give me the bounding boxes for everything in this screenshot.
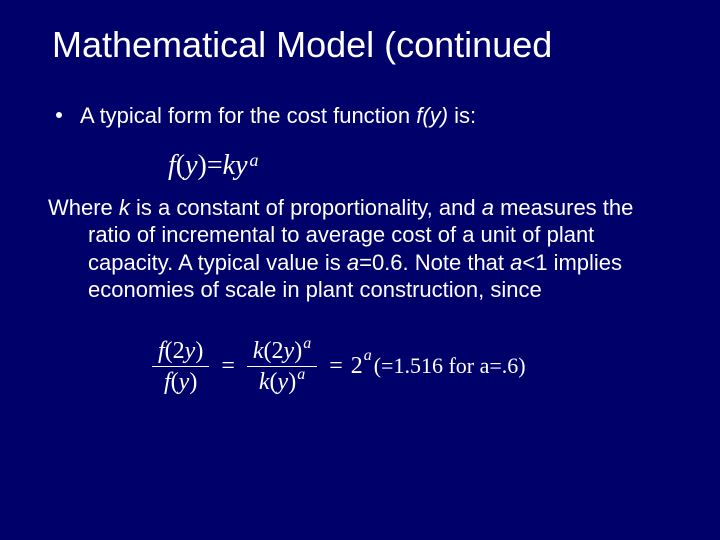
bullet-dot-icon [56, 112, 62, 118]
body-p2: is a constant of proportionality, and [130, 195, 482, 220]
eq2-f2n-close: ) [294, 338, 302, 364]
eq2-f1d-y: y [179, 369, 190, 395]
eq2-two-exp: a [364, 347, 372, 365]
eq2-f2d-y: y [278, 369, 289, 395]
eq2-f1n-close: ) [195, 338, 203, 364]
equation-2: f(2y) f(y) = k(2y)a k(y)a = 2a (=1.516 f… [148, 336, 680, 398]
bullet1-prefix: A typical form for the cost function [80, 103, 416, 128]
body-a2: a [347, 250, 359, 275]
eq1-eq: = [207, 150, 223, 182]
eq2-frac1-den: f(y) [158, 367, 203, 397]
eq2-tail-val: 1.516 [393, 353, 443, 378]
eq2-f2n-exp: a [303, 335, 311, 352]
eq2-f2d-k: k [259, 369, 270, 395]
bullet-item-1: A typical form for the cost function f(y… [48, 102, 680, 130]
eq2-f1d-f: f [164, 369, 171, 395]
eq2-f2n-open: (2 [264, 338, 284, 364]
body-p1: Where [48, 195, 119, 220]
eq1-f: f [168, 150, 176, 182]
eq1-y2: y [235, 150, 247, 182]
eq2-f2d-open: ( [270, 369, 278, 395]
eq2-f2n-k: k [253, 338, 264, 364]
body-paragraph: Where k is a constant of proportionality… [48, 194, 680, 304]
eq2-f1n-y: y [185, 338, 196, 364]
slide-title: Mathematical Model (continued [52, 24, 680, 66]
bullet-text-1: A typical form for the cost function f(y… [80, 102, 476, 130]
eq2-f1n-f: f [158, 338, 165, 364]
body-p4: =0.6. Note that [359, 250, 510, 275]
body-k: k [119, 195, 130, 220]
eq2-frac1: f(2y) f(y) [152, 336, 209, 398]
eq2-tail-eq: =.6) [489, 353, 525, 378]
eq2-f2d-close: ) [288, 369, 296, 395]
eq2-tail-for: for a [443, 353, 489, 378]
eq2-f1d-arg: ( [171, 369, 179, 395]
eq2-frac2-num: k(2y)a [247, 336, 317, 366]
eq1-k: k [223, 150, 235, 182]
eq2-f1n-arg: (2 [165, 338, 185, 364]
eq2-frac1-num: f(2y) [152, 336, 209, 366]
eq1-close: ) [198, 150, 207, 182]
eq1-open: ( [176, 150, 185, 182]
eq2-frac2-den: k(y)a [253, 367, 311, 397]
bullet1-suffix: is: [448, 103, 476, 128]
equation-1: f(y) = kya [168, 150, 680, 182]
eq2-f2n-y: y [284, 338, 295, 364]
body-a3: a [510, 250, 522, 275]
eq2-f1d-close: ) [189, 369, 197, 395]
eq2-tail: (=1.516 for a=.6) [374, 353, 526, 379]
eq2-tail-open: (= [374, 353, 394, 378]
eq2-eq1: = [221, 353, 235, 380]
body-a1: a [482, 195, 494, 220]
eq2-frac2: k(2y)a k(y)a [247, 336, 317, 398]
eq2-f2d-exp: a [297, 366, 305, 383]
bullet1-fy: f(y) [416, 103, 448, 128]
eq2-two: 2 [351, 353, 363, 380]
eq1-y: y [185, 150, 197, 182]
eq1-exp: a [250, 150, 259, 171]
slide-container: Mathematical Model (continued A typical … [0, 0, 720, 540]
eq2-eq2: = [329, 353, 343, 380]
